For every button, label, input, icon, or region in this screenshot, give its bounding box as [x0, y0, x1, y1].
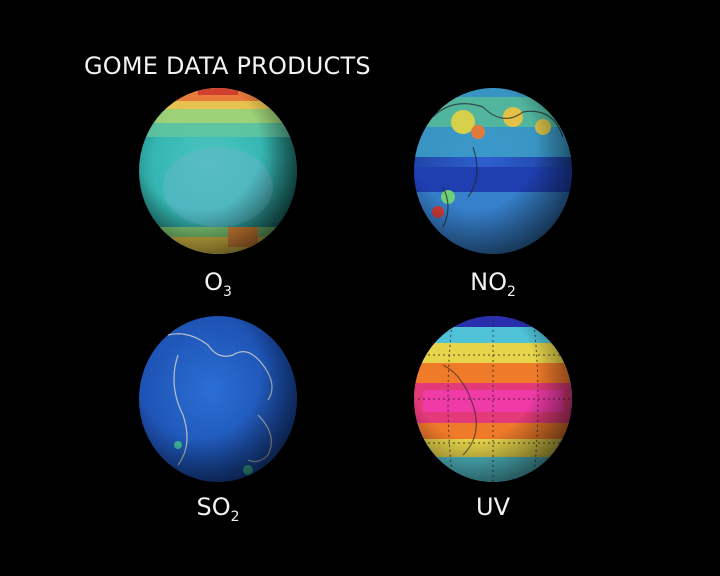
uv-globe-icon	[413, 315, 573, 483]
uv-label: UV	[476, 493, 510, 521]
ozone-globe-icon	[138, 87, 298, 255]
nitrogen-dioxide-label: NO2	[470, 268, 516, 300]
sulfur-dioxide-label: SO2	[196, 493, 240, 525]
ozone-label: O3	[204, 268, 232, 300]
nitrogen-dioxide-globe-icon	[413, 87, 573, 255]
sulfur-dioxide-globe-icon	[138, 315, 298, 483]
page-title: GOME DATA PRODUCTS	[84, 52, 371, 80]
